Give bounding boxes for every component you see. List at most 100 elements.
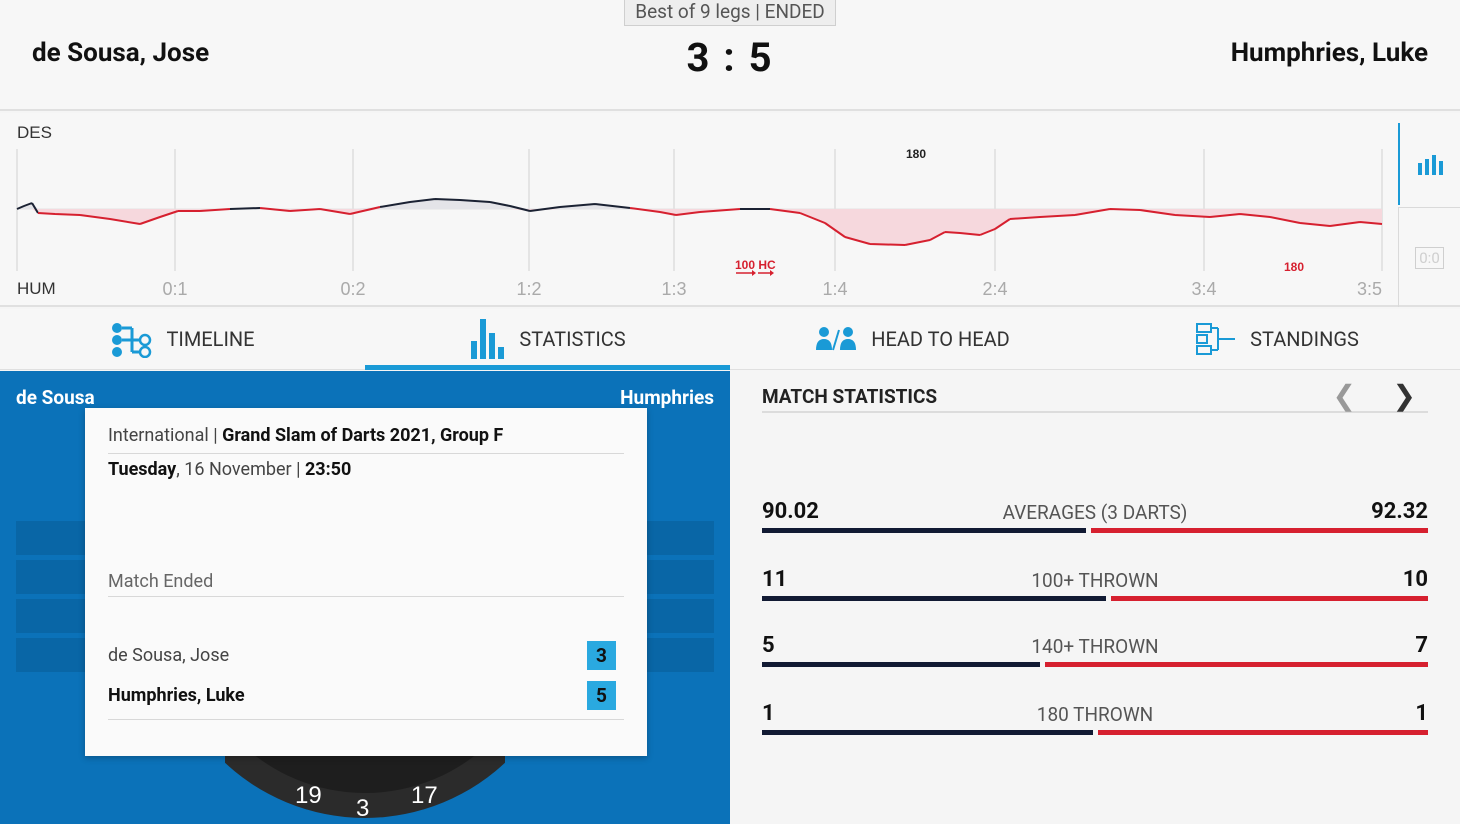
momentum-bottom-label: HUM [17, 279, 56, 298]
away-momentum-line [37, 206, 1383, 246]
stats-title: MATCH STATISTICS [762, 385, 938, 408]
tab-statistics[interactable]: STATISTICS [365, 309, 730, 370]
stat-home-bar [762, 528, 1086, 533]
match-competition[interactable]: International | Grand Slam of Darts 2021… [108, 425, 624, 454]
arrow-icon [736, 270, 774, 276]
leg-score-label: 0:1 [162, 279, 187, 299]
leg-score-label: 3:4 [1191, 279, 1216, 299]
stat-home-bar [762, 596, 1106, 601]
dartboard-panel: de Sousa Humphries 19 3 17 International… [0, 371, 730, 824]
tab-statistics-label: STATISTICS [519, 327, 626, 351]
board-away-name: Humphries [620, 386, 714, 409]
leg-score-label: 2:4 [982, 279, 1007, 299]
stat-away-value: 7 [1415, 633, 1428, 658]
match-score: 3 : 5 [686, 34, 774, 81]
chart-side-panel: 0:0 [1398, 123, 1460, 307]
tab-head-to-head[interactable]: HEAD TO HEAD [730, 309, 1095, 369]
stat-away-bar [1098, 730, 1428, 735]
stat-home-bar [762, 730, 1093, 735]
stat-away-value: 1 [1415, 701, 1428, 726]
stats-header: MATCH STATISTICS ❮ ❯ [762, 379, 1428, 413]
leg-score-label: 1:4 [822, 279, 847, 299]
match-header: Best of 9 legs | ENDED de Sousa, Jose 3 … [0, 0, 1460, 111]
away-player-name[interactable]: Humphries, Luke [1230, 38, 1428, 68]
stat-label: 180 THROWN [1036, 703, 1154, 726]
match-status: Match Ended [108, 571, 624, 597]
stat-home-value: 11 [762, 567, 788, 592]
event-180-home: 180 [906, 147, 926, 161]
leg-score-label: 1:3 [661, 279, 686, 299]
leg-score-labels: 0:1 0:2 1:2 1:3 1:4 2:4 3:4 3:5 [162, 279, 1382, 299]
board-number: 19 [295, 782, 322, 809]
stat-stripe [646, 638, 714, 672]
tab-bar: TIMELINE STATISTICS HEAD TO HEAD [0, 309, 1460, 370]
momentum-graph: DES HUM 0:1 0:2 1:2 1:3 1:4 2:4 3:4 3:5 180 100… [16, 123, 1383, 299]
result-score-badge: 3 [587, 640, 616, 670]
stat-row: 1 180 THROWN 1 [762, 701, 1428, 737]
match-info-card: International | Grand Slam of Darts 2021… [85, 408, 647, 756]
leg-score-badge: 0:0 [1415, 246, 1444, 269]
stat-away-bar [1091, 528, 1428, 533]
stat-stripe [16, 560, 86, 594]
board-home-name: de Sousa [16, 386, 95, 409]
stat-row: 5 140+ THROWN 7 [762, 633, 1428, 669]
tab-standings-label: STANDINGS [1250, 327, 1359, 351]
home-momentum-area [17, 199, 1382, 209]
result-player-name: de Sousa, Jose [108, 644, 230, 666]
board-number: 17 [411, 782, 438, 809]
stat-away-value: 92.32 [1371, 499, 1428, 524]
tab-head-to-head-label: HEAD TO HEAD [871, 327, 1010, 351]
stat-label: AVERAGES (3 DARTS) [1002, 501, 1188, 524]
separator: | [208, 425, 223, 446]
stat-stripe [646, 521, 714, 555]
stat-row: 11 100+ THROWN 10 [762, 567, 1428, 603]
tab-timeline[interactable]: TIMELINE [0, 309, 365, 369]
match-format-badge: Best of 9 legs | ENDED [624, 0, 836, 26]
stat-stripe [646, 560, 714, 594]
stat-away-bar [1111, 596, 1428, 601]
chart-toggle-button[interactable] [1398, 123, 1460, 205]
event-100hc-away: 100 HC [735, 258, 776, 272]
result-row-home[interactable]: de Sousa, Jose 3 [108, 636, 624, 674]
match-statistics-panel: MATCH STATISTICS ❮ ❯ 90.02 AVERAGES (3 DA… [730, 371, 1460, 824]
standings-icon [1196, 323, 1236, 355]
home-player-name[interactable]: de Sousa, Jose [32, 38, 210, 68]
stat-home-value: 5 [762, 633, 775, 658]
stat-away-value: 10 [1402, 567, 1428, 592]
stat-home-value: 90.02 [762, 499, 819, 524]
leg-score-label: 1:2 [516, 279, 541, 299]
chevron-left-icon[interactable]: ❮ [1332, 379, 1356, 412]
result-player-name: Humphries, Luke [108, 685, 245, 706]
timeline-icon [112, 323, 152, 358]
competition-category: International [108, 425, 209, 446]
result-score-badge: 5 [587, 681, 616, 710]
stat-stripe [646, 599, 714, 633]
stat-stripe [16, 638, 86, 672]
stat-label: 140+ THROWN [1031, 635, 1159, 658]
chevron-right-icon[interactable]: ❯ [1392, 379, 1416, 412]
event-180-away: 180 [1284, 260, 1304, 274]
match-date: , 16 November | [176, 459, 305, 480]
statistics-icon [471, 319, 505, 359]
bar-chart-icon [1418, 155, 1443, 175]
leg-score-label: 0:2 [340, 279, 365, 299]
leg-score-label: 3:5 [1357, 279, 1382, 299]
stat-home-bar [762, 662, 1040, 667]
match-time: 23:50 [304, 459, 352, 480]
stat-home-value: 1 [762, 701, 775, 726]
tab-standings[interactable]: STANDINGS [1095, 309, 1460, 369]
momentum-chart: DES HUM 0:1 0:2 1:2 1:3 1:4 2:4 3:4 3:5 180 100… [0, 113, 1460, 307]
match-day: Tuesday [108, 459, 177, 480]
away-momentum-area [17, 209, 1382, 245]
stat-row: 90.02 AVERAGES (3 DARTS) 92.32 [762, 499, 1428, 535]
stat-away-bar [1045, 662, 1428, 667]
result-row-away[interactable]: Humphries, Luke 5 [108, 676, 624, 720]
stat-stripe [16, 521, 86, 555]
head-to-head-icon [816, 327, 857, 351]
tournament-name: Grand Slam of Darts 2021, Group F [222, 425, 504, 446]
match-datetime: Tuesday, 16 November | 23:50 [108, 459, 351, 480]
tab-timeline-label: TIMELINE [166, 327, 255, 351]
stat-label: 100+ THROWN [1031, 569, 1159, 592]
board-number: 3 [356, 795, 369, 822]
momentum-top-label: DES [17, 123, 52, 142]
